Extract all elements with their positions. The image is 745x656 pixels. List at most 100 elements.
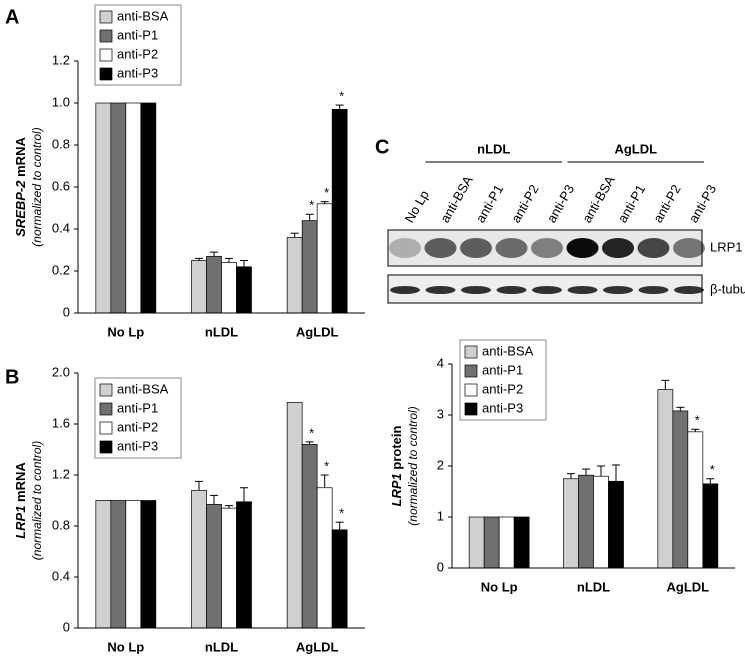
significance-mark: *	[710, 462, 715, 477]
significance-mark: *	[309, 425, 314, 440]
blot-band	[531, 238, 563, 258]
bar	[513, 516, 530, 569]
bar	[608, 480, 624, 569]
bar	[672, 410, 689, 569]
lane-label: anti-P2	[508, 182, 542, 225]
bar	[687, 431, 704, 569]
legend-label: anti-P3	[117, 65, 158, 80]
blot-band	[389, 238, 421, 258]
blot-band	[495, 238, 528, 258]
y-tick-label: 1.2	[52, 466, 70, 481]
bar	[140, 102, 157, 314]
y-tick-label: 1.2	[52, 52, 70, 67]
panel-label: C	[375, 136, 389, 158]
blot-band	[602, 238, 634, 258]
y-tick-label: 0.8	[52, 136, 70, 151]
x-tick-label: No Lp	[481, 579, 518, 594]
x-tick-label: AgLDL	[296, 639, 339, 654]
bar	[578, 474, 594, 569]
y-tick-label: 1.6	[52, 415, 70, 430]
bar	[221, 262, 237, 314]
y-axis-sublabel: (normalized to control)	[30, 127, 44, 246]
bar	[125, 102, 142, 314]
legend-swatch	[99, 29, 113, 43]
lane-label: anti-P3	[544, 182, 578, 225]
y-tick-label: 4	[437, 355, 444, 370]
row-label: LRP1	[710, 239, 743, 254]
x-tick-label: nLDL	[205, 324, 238, 339]
bar	[206, 503, 222, 629]
lane-label: anti-P3	[686, 182, 720, 225]
significance-mark: *	[339, 89, 344, 104]
bar	[140, 500, 157, 629]
blot-band	[567, 286, 598, 294]
legend-swatch	[99, 383, 113, 397]
legend-label: anti-P2	[482, 381, 523, 396]
legend-swatch	[464, 402, 478, 416]
lane-label: anti-P1	[473, 182, 507, 225]
bar	[236, 501, 252, 629]
blot-band	[566, 238, 599, 258]
legend-swatch	[99, 48, 113, 62]
legend-swatch	[464, 345, 478, 359]
significance-mark: *	[695, 413, 700, 428]
x-tick-label: No Lp	[107, 324, 144, 339]
y-axis-label-gene: LRP1	[13, 506, 28, 539]
lane-label: No Lp	[402, 188, 432, 226]
y-tick-label: 0.4	[52, 568, 70, 583]
bar	[95, 500, 112, 629]
legend-label: anti-P2	[117, 46, 158, 61]
legend-label: anti-BSA	[117, 8, 169, 23]
bar	[110, 102, 127, 314]
y-axis-label-unit: mRNA	[13, 137, 28, 177]
lane-label: anti-BSA	[579, 173, 618, 225]
group-label: nLDL	[477, 141, 510, 156]
legend-label: anti-P3	[482, 400, 523, 415]
legend-swatch	[464, 383, 478, 397]
y-tick-label: 1	[437, 508, 444, 523]
blot-band	[637, 238, 670, 258]
significance-mark: *	[309, 198, 314, 213]
y-axis-label-unit: mRNA	[13, 462, 28, 502]
bar	[657, 389, 674, 569]
legend-swatch	[99, 421, 113, 435]
legend-swatch	[99, 402, 113, 416]
y-tick-label: 0.8	[52, 517, 70, 532]
y-axis-label-gene: SREBP-2	[13, 180, 28, 237]
bar	[301, 220, 318, 314]
y-axis-sublabel: (normalized to control)	[406, 406, 420, 525]
blot-band	[496, 286, 527, 294]
x-tick-label: AgLDL	[296, 324, 339, 339]
legend-swatch	[464, 364, 478, 378]
legend-swatch	[99, 67, 113, 81]
y-axis-sublabel: (normalized to control)	[30, 441, 44, 560]
blot-band	[425, 286, 456, 294]
y-tick-label: 0	[437, 559, 444, 574]
y-tick-label: 3	[437, 406, 444, 421]
blot-band	[390, 286, 420, 294]
significance-mark: *	[324, 458, 329, 473]
bar	[316, 203, 333, 314]
y-axis-label: LRP1 mRNA	[13, 462, 28, 539]
legend-label: anti-P1	[117, 27, 158, 42]
y-tick-label: 2.0	[52, 364, 70, 379]
bar	[498, 516, 515, 569]
bar	[191, 489, 207, 629]
legend-label: anti-P2	[117, 419, 158, 434]
y-tick-label: 0.6	[52, 178, 70, 193]
bar	[286, 401, 303, 629]
blot-band	[638, 286, 669, 294]
bar	[331, 529, 348, 629]
blot-band	[674, 286, 704, 294]
blot-band	[673, 238, 705, 258]
bar	[468, 516, 485, 569]
blot-band	[461, 286, 491, 294]
significance-mark: *	[339, 506, 344, 521]
legend-label: anti-P1	[482, 362, 523, 377]
legend-swatch	[99, 440, 113, 454]
bar	[301, 444, 318, 629]
lane-label: anti-P1	[615, 182, 649, 225]
bar	[110, 500, 127, 629]
bar	[286, 237, 303, 314]
